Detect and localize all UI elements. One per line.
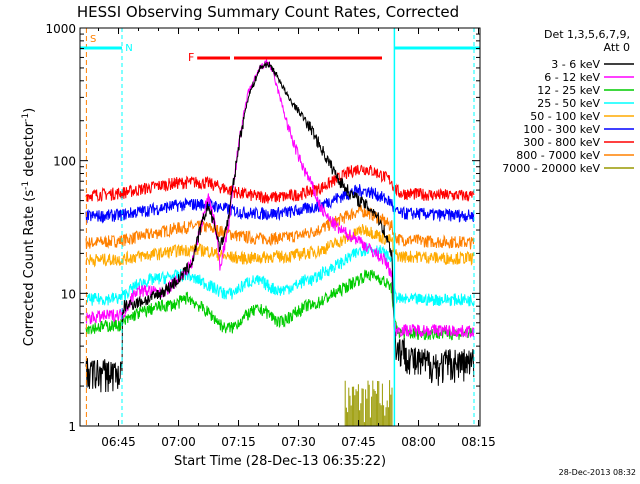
plot-frame <box>79 27 481 427</box>
x-axis: 06:45 07:00 07:15 07:30 07:45 08:00 08:15 <box>98 28 496 449</box>
y-tick-label: 10 <box>61 287 76 301</box>
series-12-25-kev <box>85 269 475 341</box>
x-tick-label: 07:30 <box>281 435 316 449</box>
x-tick-label: 07:00 <box>161 435 196 449</box>
legend-label: 12 - 25 keV <box>537 84 600 97</box>
status-label-n: N <box>125 43 132 54</box>
footer-timestamp: 28-Dec-2013 08:32 <box>559 468 636 477</box>
series-25-50-kev <box>85 243 475 308</box>
legend-header-line-2: Att 0 <box>604 41 630 54</box>
legend-label: 100 - 300 keV <box>523 123 600 136</box>
legend-label: 6 - 12 keV <box>544 71 600 84</box>
legend-item-3-6-kev: 3 - 6 keV <box>551 58 634 71</box>
legend-label: 25 - 50 keV <box>537 97 600 110</box>
legend-item-7000-20000-kev: 7000 - 20000 keV <box>502 162 634 175</box>
legend-item-12-25-kev: 12 - 25 keV <box>537 84 634 97</box>
legend-item-25-50-kev: 25 - 50 keV <box>537 97 634 110</box>
legend-label: 3 - 6 keV <box>551 58 600 71</box>
y-axis-label: Corrected Count Rate (s-1 detector-1) <box>21 108 37 346</box>
y-tick-label: 1000 <box>45 22 76 36</box>
series-line-25-50-kev <box>85 243 475 308</box>
legend-label: 300 - 800 keV <box>523 136 600 149</box>
series-800-7000-kev <box>85 204 475 250</box>
series-line-7000-20000-kev <box>344 380 393 426</box>
status-bar-layer: S N F <box>80 28 480 426</box>
series-100-300-kev <box>85 184 475 224</box>
chart-title: HESSI Observing Summary Count Rates, Cor… <box>77 3 459 21</box>
series-line-3-6-kev <box>85 61 475 393</box>
legend-item-300-800-kev: 300 - 800 keV <box>523 136 634 149</box>
series-3-6-kev <box>85 61 475 393</box>
legend-header-line-1: Det 1,3,5,6,7,9, <box>544 28 630 41</box>
series-layer <box>85 59 475 426</box>
legend-item-800-7000-kev: 800 - 7000 keV <box>516 149 634 162</box>
status-label-s: S <box>90 34 96 45</box>
series-line-50-100-kev <box>85 224 475 268</box>
x-tick-label: 07:15 <box>221 435 256 449</box>
series-50-100-kev <box>85 224 475 268</box>
legend-label: 7000 - 20000 keV <box>502 162 600 175</box>
x-tick-label: 06:45 <box>101 435 136 449</box>
x-axis-label: Start Time (28-Dec-13 06:35:22) <box>174 454 386 469</box>
legend-label: 50 - 100 keV <box>530 110 600 123</box>
x-tick-label: 07:45 <box>341 435 376 449</box>
status-label-f: F <box>188 51 194 64</box>
series-line-300-800-kev <box>85 164 475 204</box>
series-300-800-kev <box>85 164 475 204</box>
series-line-100-300-kev <box>85 184 475 224</box>
series-7000-20000-kev <box>344 380 393 426</box>
legend-item-50-100-kev: 50 - 100 keV <box>530 110 634 123</box>
legend-label: 800 - 7000 keV <box>516 149 600 162</box>
x-tick-label: 08:00 <box>401 435 436 449</box>
series-line-800-7000-kev <box>85 204 475 250</box>
legend-item-100-300-kev: 100 - 300 keV <box>523 123 634 136</box>
y-axis: 1 10 100 1000 <box>45 22 480 434</box>
x-tick-label: 08:15 <box>461 435 496 449</box>
y-tick-label: 1 <box>68 420 76 434</box>
legend-item-6-12-kev: 6 - 12 keV <box>544 71 634 84</box>
y-tick-label: 100 <box>53 155 76 169</box>
series-line-12-25-kev <box>85 269 475 341</box>
